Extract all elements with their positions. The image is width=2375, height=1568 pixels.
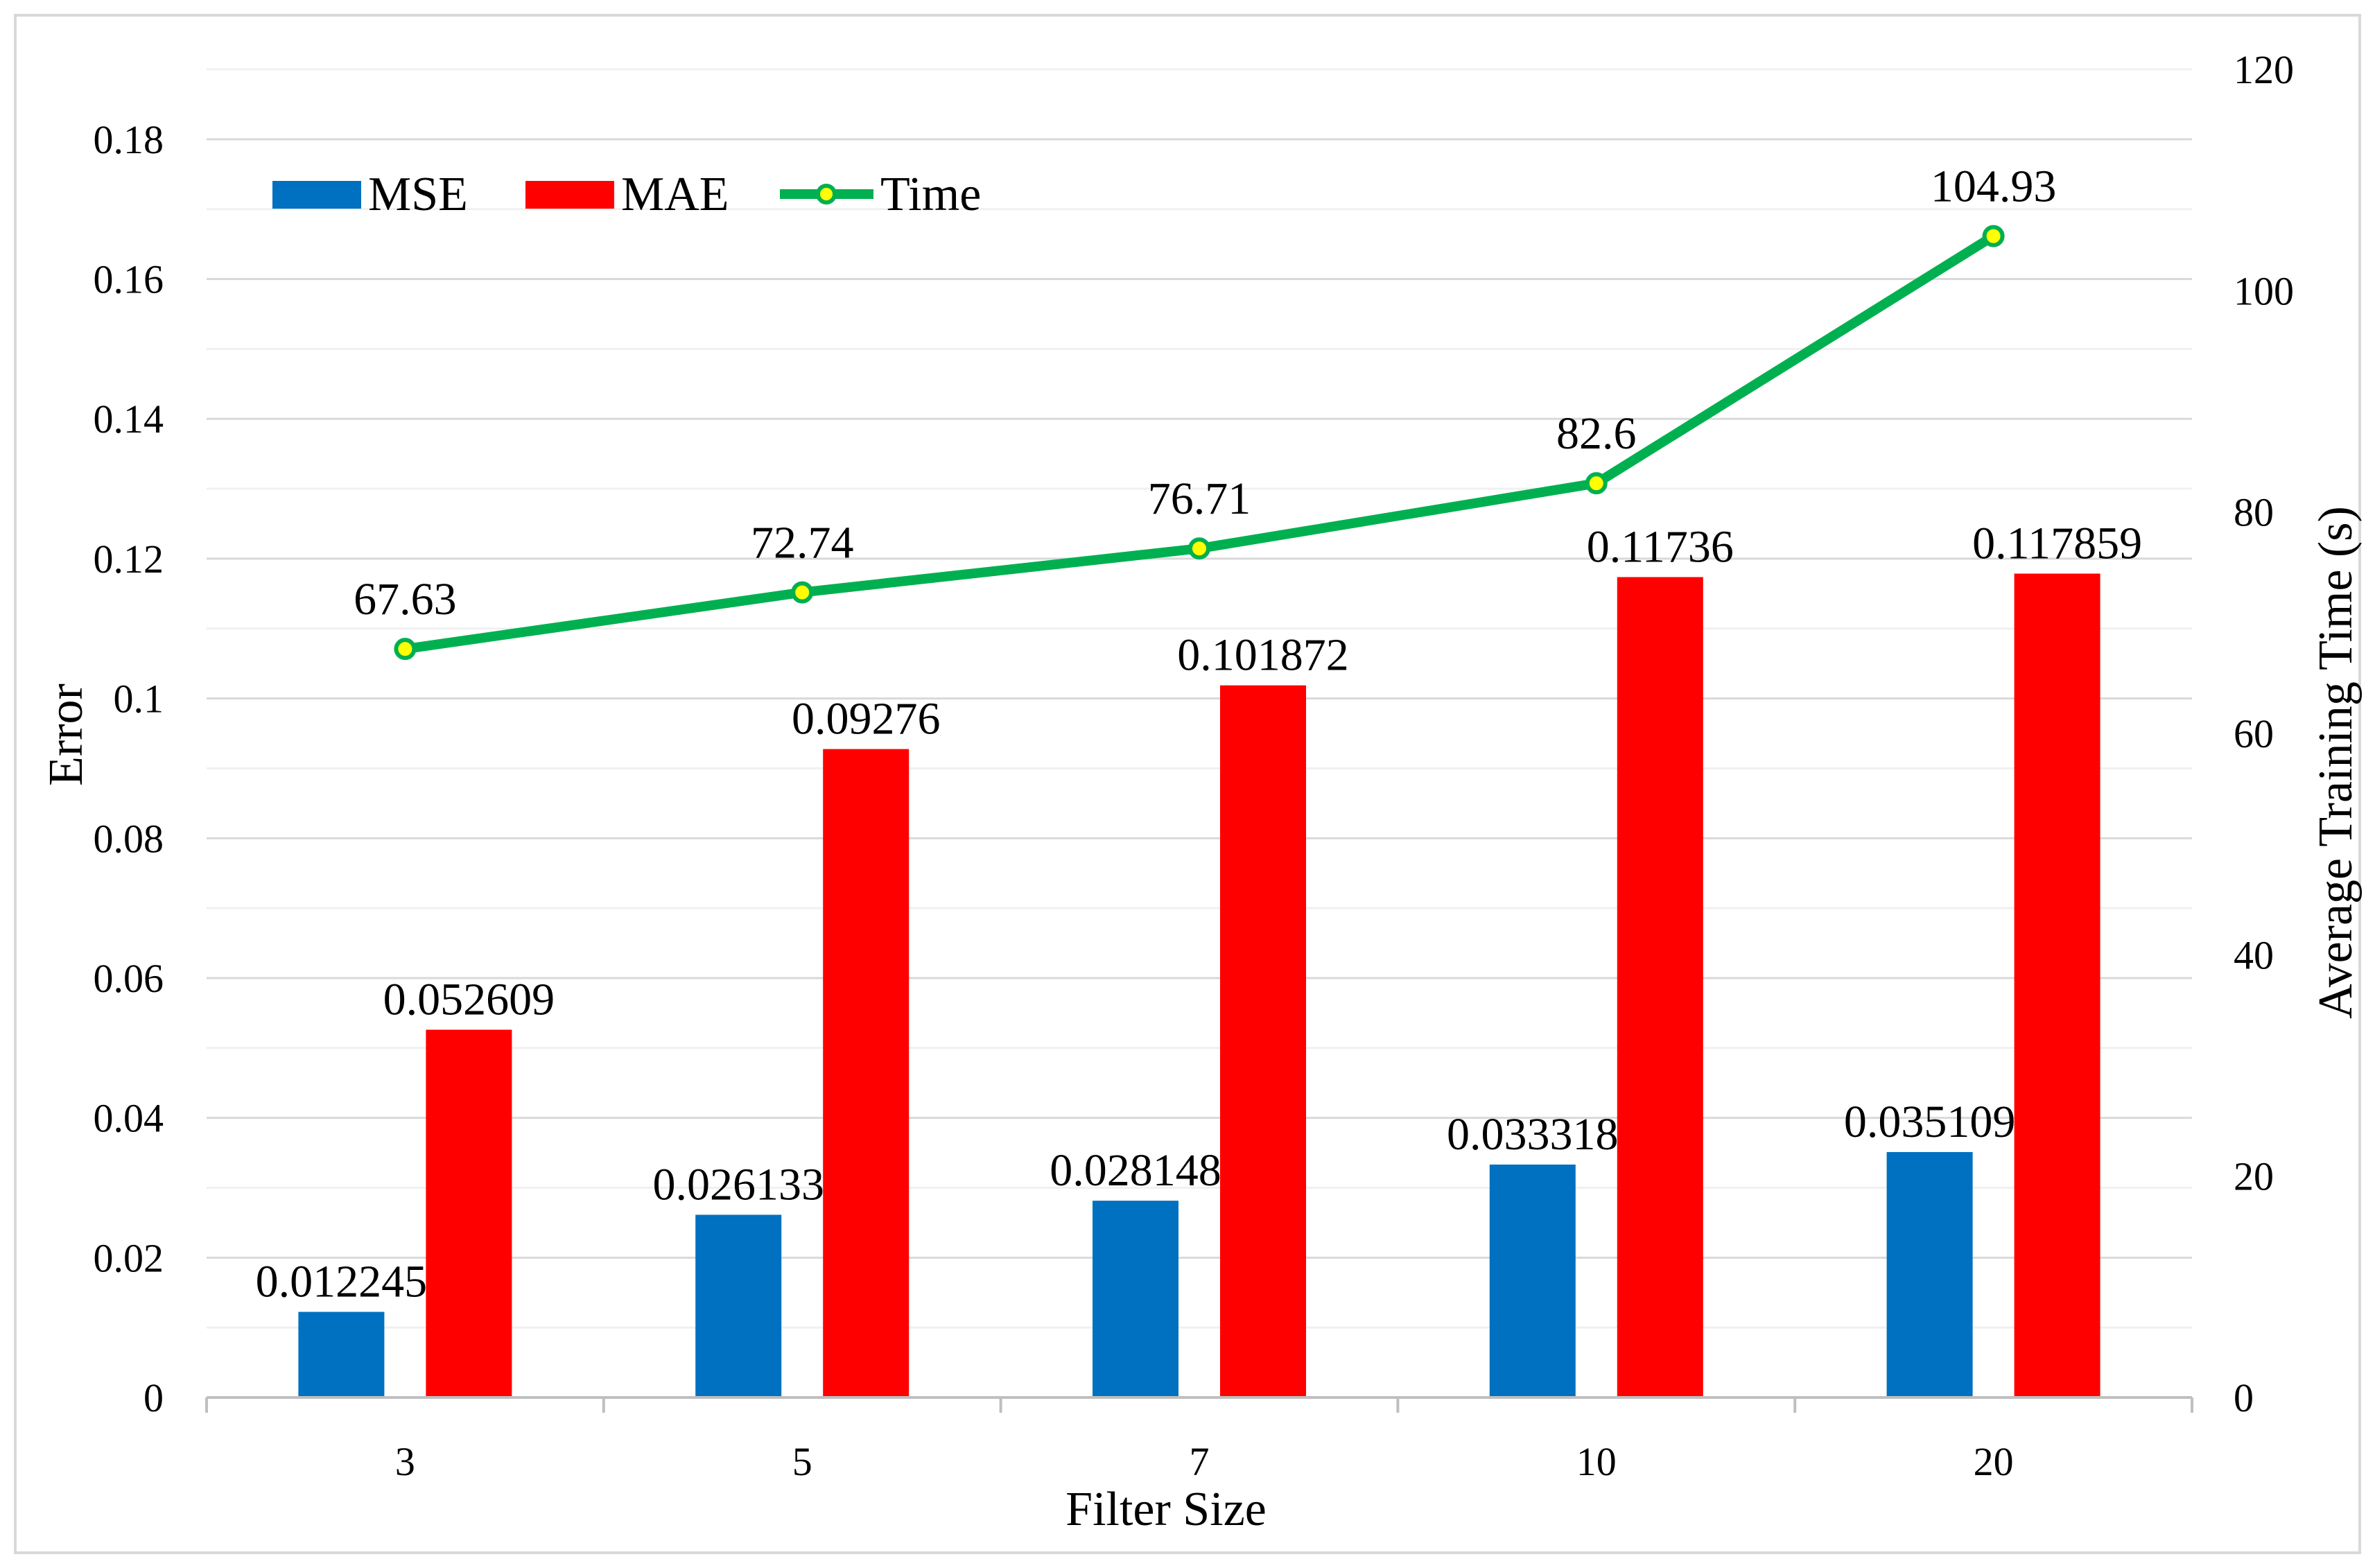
y2-tick-label: 20 — [2234, 1154, 2274, 1199]
y-tick-label: 0.08 — [94, 816, 164, 861]
y-tick-label: 0.16 — [94, 257, 164, 302]
label-layer: 0.012245 0.026133 0.028148 0.033318 0.035109… — [256, 162, 2142, 1307]
y2-tick-label: 40 — [2234, 932, 2274, 977]
y-tick-label: 0.14 — [94, 397, 164, 442]
legend-swatch-mse — [272, 181, 361, 209]
y-tick-label: 0.18 — [94, 117, 164, 162]
y-tick-label: 0.02 — [94, 1235, 164, 1280]
axis-layer: 0 0.02 0.04 0.06 0.08 0.1 0.12 0.14 0.16 0.18 0 20 4… — [94, 47, 2295, 1484]
data-label-time: 72.74 — [751, 518, 854, 568]
grid-layer — [207, 68, 2192, 1329]
y2-tick-label: 0 — [2234, 1375, 2254, 1420]
data-label-mae: 0.101872 — [1177, 630, 1349, 681]
bars-layer — [298, 573, 2100, 1397]
bar-mse — [1093, 1201, 1178, 1397]
bar-mse — [1886, 1151, 1973, 1397]
bar-mae — [2014, 573, 2100, 1397]
y2-tick-label: 120 — [2234, 47, 2294, 92]
x-tick-label: 3 — [395, 1439, 415, 1484]
data-label-time: 67.63 — [354, 574, 457, 625]
data-label-mae: 0.117859 — [1972, 518, 2142, 568]
y2-tick-label: 80 — [2234, 490, 2274, 535]
y2-tick-label: 100 — [2234, 268, 2294, 313]
bar-mae — [426, 1029, 512, 1397]
line-layer — [394, 225, 2005, 661]
y-tick-label: 0.12 — [94, 537, 164, 582]
time-point — [1188, 537, 1210, 560]
y-tick-label: 0 — [143, 1375, 164, 1420]
data-label-mse: 0.012245 — [256, 1257, 428, 1307]
time-point — [1982, 225, 2005, 247]
x-tick-label: 10 — [1576, 1439, 1617, 1484]
y-tick-label: 0.1 — [114, 677, 164, 722]
bar-mae — [1220, 685, 1306, 1397]
data-label-mse: 0.033318 — [1447, 1109, 1619, 1160]
y2-tick-label: 60 — [2234, 711, 2274, 756]
data-label-mse: 0.026133 — [652, 1159, 824, 1210]
data-label-mae: 0.11736 — [1587, 522, 1734, 573]
y-tick-label: 0.04 — [94, 1096, 164, 1141]
bar-mae — [823, 749, 910, 1397]
legend-label-mae: MAE — [621, 168, 729, 221]
bar-mse — [1489, 1165, 1576, 1397]
data-label-mae: 0.052609 — [383, 974, 555, 1025]
data-label-time: 104.93 — [1931, 162, 2057, 212]
x-tick-label: 7 — [1190, 1439, 1210, 1484]
time-point — [791, 581, 814, 604]
legend-label-mse: MSE — [368, 168, 468, 221]
legend-marker-time — [816, 184, 837, 204]
legend: MSE MAE Time — [272, 168, 981, 221]
y-axis-title: Error — [40, 683, 93, 786]
legend-swatch-mae — [525, 181, 614, 209]
y2-axis-title: Average Training Time (s) — [2309, 506, 2363, 1019]
y-tick-label: 0.06 — [94, 956, 164, 1001]
legend-label-time: Time — [880, 168, 981, 221]
x-tick-label: 5 — [792, 1439, 812, 1484]
bar-mse — [695, 1214, 782, 1397]
x-tick-label: 20 — [1974, 1439, 2014, 1484]
time-point — [1585, 472, 1608, 495]
data-label-mae: 0.09276 — [792, 694, 941, 744]
bar-mae — [1617, 577, 1703, 1397]
data-label-time: 76.71 — [1148, 473, 1251, 524]
time-point — [394, 638, 417, 661]
x-axis-title: Filter Size — [1065, 1483, 1267, 1536]
bar-mse — [298, 1312, 385, 1397]
data-label-mse: 0.035109 — [1844, 1097, 2016, 1147]
data-label-time: 82.6 — [1556, 408, 1637, 459]
data-label-mse: 0.028148 — [1050, 1145, 1221, 1196]
